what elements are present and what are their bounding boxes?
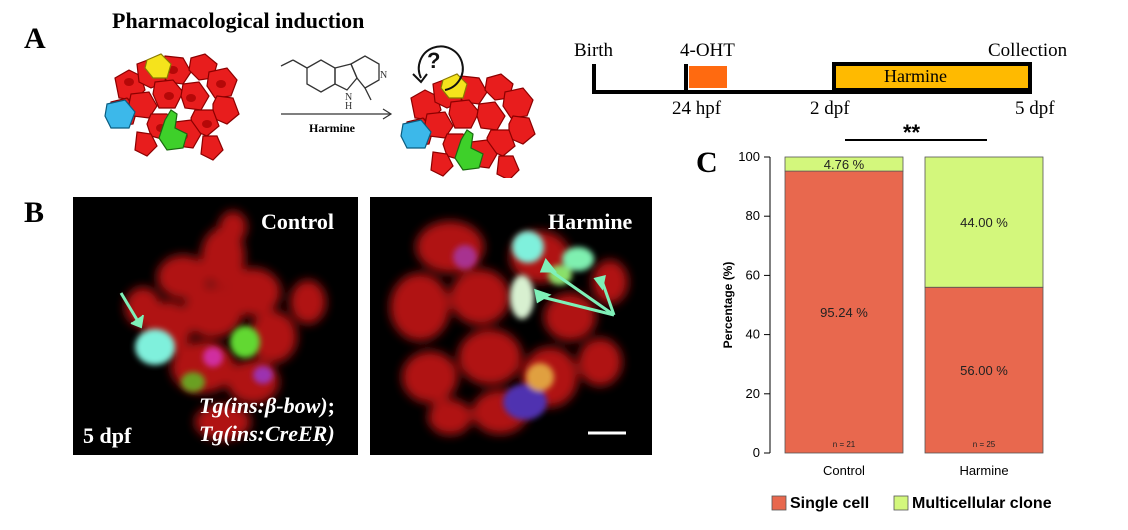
y-tick-label: 100 (738, 149, 760, 164)
cell-pointer-arrow (119, 292, 141, 324)
significance-bracket (845, 139, 987, 141)
y-tick-label: 60 (746, 267, 760, 282)
x-tick-label: Harmine (959, 463, 1008, 478)
curved-arrow-icon (417, 45, 464, 91)
4-oht-bar (689, 66, 727, 88)
reaction-label: Harmine (309, 121, 356, 135)
molecule-nh-label: N (345, 92, 352, 103)
panel-b-letter: B (24, 196, 45, 229)
y-tick-label: 40 (746, 327, 760, 342)
legend-swatch (893, 495, 909, 511)
timeline-label-5dpf: 5 dpf (1015, 98, 1055, 119)
data-label: 56.00 % (960, 363, 1008, 378)
cyan-labeled-cell (135, 329, 175, 365)
transgene-label-2: Tg(ins:CreER) (199, 421, 335, 446)
legend-label: Single cell (790, 495, 869, 512)
cyan-cell (104, 99, 136, 129)
data-label: 95.24 % (820, 305, 868, 320)
data-label: 44.00 % (960, 215, 1008, 230)
timeline-label-24hpf: 24 hpf (672, 98, 722, 119)
harmine-bar (832, 62, 1032, 92)
n-label: n = 21 (833, 440, 856, 449)
timeline-label-2dpf: 2 dpf (810, 98, 850, 119)
timeline-label-birth: Birth (574, 40, 614, 61)
question-mark: ? (427, 48, 440, 73)
yellow-cell (144, 53, 172, 79)
n-label: n = 25 (973, 440, 996, 449)
panel-c-letter: C (696, 146, 718, 179)
timeline-harmine-label: Harmine (884, 66, 947, 86)
control-micrograph: Control 5 dpf Tg(ins:β-bow); Tg(ins:CreE… (73, 197, 358, 455)
transgene-label-1: Tg(ins:β-bow); (199, 393, 335, 418)
control-label: Control (261, 209, 334, 234)
timeline-label-4-oht: 4-OHT (680, 40, 735, 61)
pharmacological-induction-illustration: N H N Harmine ? (104, 45, 536, 178)
harmine-label: Harmine (548, 209, 633, 234)
panel-a-letter: A (24, 22, 46, 55)
panel-a-title: Pharmacological induction (112, 8, 365, 33)
bar-segment (924, 156, 1044, 288)
y-tick-label: 80 (746, 208, 760, 223)
beta-cell-cluster-after (400, 73, 536, 178)
harmine-molecule (280, 55, 380, 101)
molecule-nh-h-label: H (345, 101, 352, 112)
treatment-timeline (592, 62, 1032, 94)
legend-swatch (771, 495, 787, 511)
y-tick-label: 0 (753, 445, 760, 460)
bar-segment (784, 156, 904, 172)
bar-segment (924, 286, 1044, 454)
significance-marker: ** (903, 120, 921, 145)
data-label: 4.76 % (824, 157, 865, 172)
green-cell (158, 109, 188, 151)
timeline-label-collection: Collection (988, 40, 1068, 61)
legend-label: Multicellular clone (912, 495, 1052, 512)
beta-cell-cluster-before (104, 53, 240, 161)
stage-label: 5 dpf (83, 423, 132, 448)
x-tick-label: Control (823, 463, 865, 478)
harmine-micrograph: Harmine (370, 197, 652, 455)
y-axis-label: Percentage (%) (721, 262, 735, 349)
y-tick-label: 20 (746, 386, 760, 401)
stacked-bar-chart: 0 20 40 60 80 100 Percentage (%) 95.24 % 4.76 % n… (721, 149, 1052, 512)
bar-segment (784, 170, 904, 454)
molecule-n-label: N (380, 70, 387, 81)
clone-pointer-arrows (534, 258, 616, 317)
